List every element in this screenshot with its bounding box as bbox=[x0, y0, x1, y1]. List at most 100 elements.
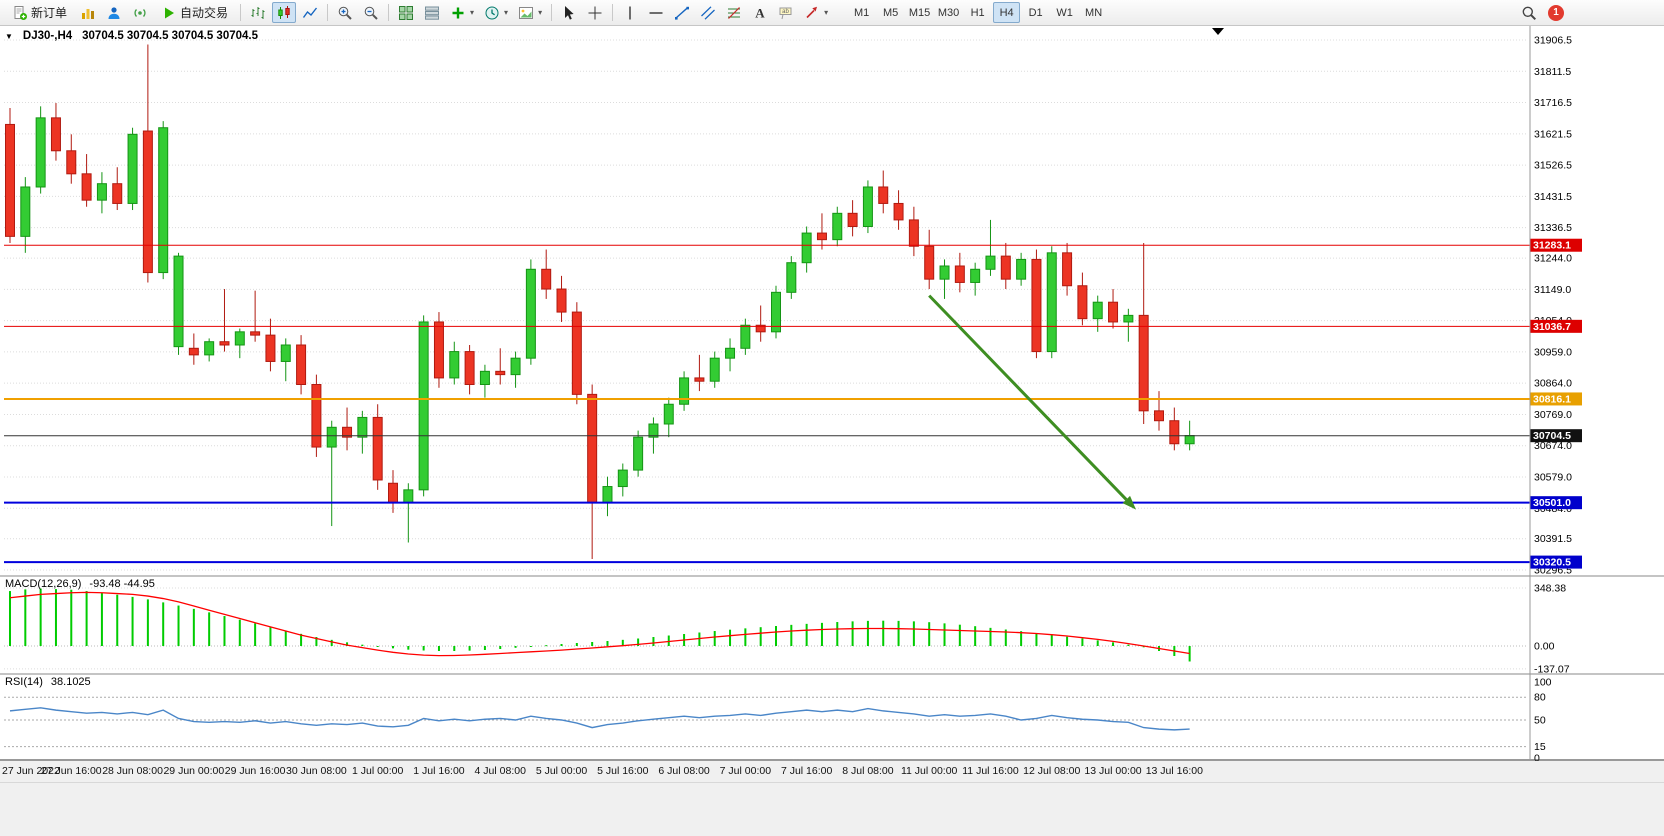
macd-histogram-bar bbox=[1112, 642, 1115, 646]
zoom-out-button[interactable] bbox=[359, 2, 383, 23]
candle-body bbox=[173, 255, 184, 348]
tile-windows-button[interactable] bbox=[394, 2, 418, 23]
candle-body bbox=[924, 245, 935, 280]
macd-label: MACD(12,26,9) bbox=[5, 578, 82, 590]
fibonacci-button[interactable] bbox=[722, 2, 746, 23]
chart-shift-marker[interactable] bbox=[1212, 28, 1224, 35]
trend-arrow-line[interactable] bbox=[928, 294, 1128, 501]
trend-arrow[interactable] bbox=[928, 294, 1137, 510]
price-tick-label: 31431.5 bbox=[1534, 191, 1572, 203]
candle-body bbox=[816, 232, 827, 241]
candle-body bbox=[449, 351, 460, 379]
toolbar-separator bbox=[240, 4, 242, 21]
text-label-button[interactable]: ab bbox=[774, 2, 798, 23]
clock-icon bbox=[485, 6, 499, 19]
hline-31283.1[interactable]: 31283.1 bbox=[4, 238, 1582, 252]
candle-body bbox=[740, 324, 751, 349]
candle-body bbox=[112, 183, 123, 204]
zoom-in-icon bbox=[338, 6, 352, 20]
arrange-windows-button[interactable] bbox=[420, 2, 444, 23]
horizontal-line-button[interactable] bbox=[644, 2, 668, 23]
template-icon bbox=[519, 6, 534, 19]
price-badge-label: 30320.5 bbox=[1533, 557, 1571, 569]
macd-histogram-bar bbox=[514, 646, 517, 648]
macd-histogram-bar bbox=[882, 620, 885, 646]
candlestick-chart-button[interactable] bbox=[272, 2, 297, 23]
timeframe-H1[interactable]: H1 bbox=[964, 2, 991, 23]
hline-30320.5[interactable]: 30320.5 bbox=[4, 555, 1582, 569]
candle-body bbox=[1184, 435, 1195, 445]
timeframe-D1[interactable]: D1 bbox=[1022, 2, 1049, 23]
macd-histogram-bar bbox=[254, 623, 257, 646]
candle-body bbox=[464, 351, 475, 386]
macd-histogram-bar bbox=[361, 644, 364, 646]
macd-histogram-bar bbox=[1020, 631, 1023, 646]
hline-30501.0[interactable]: 30501.0 bbox=[4, 496, 1582, 510]
macd-histogram-bar bbox=[315, 637, 318, 646]
macd-histogram-bar bbox=[1096, 640, 1099, 646]
candle-body bbox=[326, 426, 337, 448]
macd-histogram-bar bbox=[483, 646, 486, 650]
bar-chart-button[interactable] bbox=[246, 2, 270, 23]
timeframe-MN[interactable]: MN bbox=[1080, 2, 1107, 23]
chart-canvas[interactable]: 31906.5 31811.5 31716.5 31621.5 31526.5 31431… bbox=[0, 26, 1664, 782]
zoom-in-button[interactable] bbox=[333, 2, 357, 23]
macd-histogram-bar bbox=[575, 643, 578, 646]
timeframe-M5[interactable]: M5 bbox=[877, 2, 904, 23]
price-tick-label: 30769.0 bbox=[1534, 409, 1572, 421]
navigator-button[interactable] bbox=[102, 2, 126, 23]
search-icon bbox=[1522, 6, 1537, 20]
periods-button[interactable]: ▾ bbox=[480, 2, 512, 23]
timeframe-M15[interactable]: M15 bbox=[906, 2, 933, 23]
hline-31036.7[interactable]: 31036.7 bbox=[4, 319, 1582, 333]
chevron-down-icon: ▾ bbox=[538, 8, 543, 17]
trendline-button[interactable] bbox=[670, 2, 694, 23]
macd-panel: 348.38 0.00 -137.07 bbox=[4, 583, 1570, 675]
time-tick-label: 27 Jun 2022 bbox=[2, 765, 60, 777]
auto-trading-label: 自动交易 bbox=[180, 6, 229, 20]
candle-body bbox=[1123, 314, 1134, 323]
rsi-header: RSI(14) 38.1025 bbox=[5, 676, 91, 688]
timeframe-W1[interactable]: W1 bbox=[1051, 2, 1078, 23]
candle-body bbox=[954, 265, 965, 283]
cursor-button[interactable] bbox=[557, 2, 581, 23]
templates-button[interactable]: ▾ bbox=[514, 2, 546, 23]
arrows-button[interactable]: ▾ bbox=[800, 2, 832, 23]
market-watch-button[interactable] bbox=[76, 2, 100, 23]
vertical-line-button[interactable] bbox=[618, 2, 642, 23]
chart-window[interactable]: 31906.5 31811.5 31716.5 31621.5 31526.5 31431… bbox=[0, 26, 1664, 782]
notification-badge[interactable]: 1 bbox=[1548, 4, 1564, 21]
macd-histogram-bar bbox=[897, 620, 900, 646]
timeframe-M30[interactable]: M30 bbox=[935, 2, 962, 23]
hline-30816.1[interactable]: 30816.1 bbox=[4, 392, 1582, 406]
macd-values: -93.48 -44.95 bbox=[89, 578, 155, 590]
crosshair-icon bbox=[588, 6, 602, 19]
crosshair-button[interactable] bbox=[583, 2, 607, 23]
chart-collapse-icon[interactable]: ▼ bbox=[5, 31, 13, 41]
macd-histogram-bar bbox=[1035, 633, 1038, 646]
time-tick-label: 5 Jul 16:00 bbox=[597, 765, 649, 777]
candle-body bbox=[35, 117, 46, 188]
timeframe-M1[interactable]: M1 bbox=[848, 2, 875, 23]
channel-button[interactable] bbox=[696, 2, 720, 23]
search-button[interactable] bbox=[1517, 2, 1541, 23]
price-tick-label: 30864.0 bbox=[1534, 378, 1572, 390]
price-tick-label: 31716.5 bbox=[1534, 97, 1572, 109]
line-chart-button[interactable] bbox=[298, 2, 322, 23]
auto-trading-button[interactable]: 自动交易 bbox=[154, 2, 235, 23]
auto-trading-icon bbox=[165, 7, 175, 18]
indicators-button[interactable]: ▾ bbox=[446, 2, 478, 23]
timeframe-H4[interactable]: H4 bbox=[993, 2, 1021, 23]
macd-histogram-bar bbox=[54, 589, 57, 646]
hline-30704.5[interactable]: 30704.5 bbox=[4, 429, 1582, 443]
price-tick-label: 31906.5 bbox=[1534, 35, 1572, 47]
candle-body bbox=[1077, 285, 1088, 320]
time-tick-label: 1 Jul 00:00 bbox=[352, 765, 404, 777]
macd-histogram-bar bbox=[606, 641, 609, 646]
new-order-button[interactable]: 新订单 bbox=[5, 2, 74, 23]
text-button[interactable]: A bbox=[748, 2, 772, 23]
signals-button[interactable] bbox=[128, 2, 152, 23]
line-chart-icon bbox=[302, 7, 318, 18]
price-badge bbox=[1530, 555, 1582, 569]
